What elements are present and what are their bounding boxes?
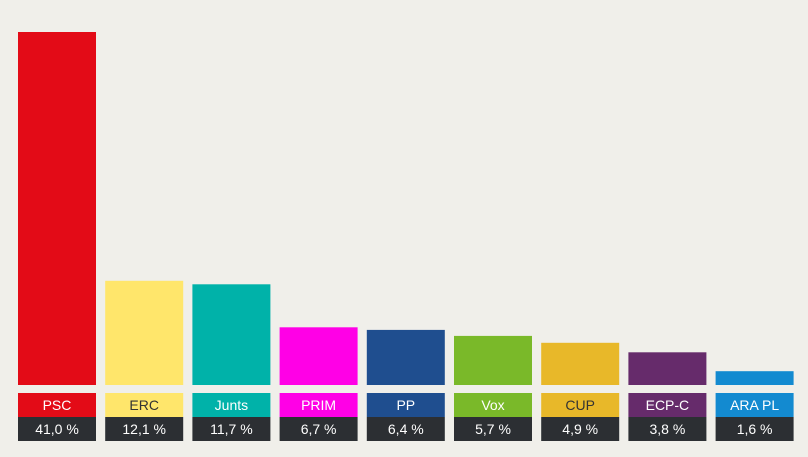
party-label-box-pp — [366, 393, 445, 417]
value-label-prim: 6,7 % — [301, 421, 337, 437]
party-label-box-psc — [18, 393, 96, 417]
value-box-prim — [279, 417, 358, 441]
bar-ecp-c — [628, 352, 707, 385]
bar-ara-pl — [715, 371, 794, 385]
bar-vox — [454, 335, 532, 385]
value-box-pp — [366, 417, 445, 441]
party-label-box-prim — [279, 393, 358, 417]
value-label-erc: 12,1 % — [122, 421, 166, 437]
bar-cup — [541, 342, 620, 385]
party-label-ecp-c: ECP-C — [646, 397, 690, 413]
value-box-erc — [105, 417, 184, 441]
value-label-psc: 41,0 % — [35, 421, 79, 437]
party-label-box-vox — [454, 393, 532, 417]
value-box-junts — [192, 417, 271, 441]
value-label-pp: 6,4 % — [388, 421, 424, 437]
bar-erc — [105, 280, 184, 385]
party-label-junts: Junts — [215, 397, 248, 413]
value-labels-group: 41,0 % 12,1 % 11,7 % 6,7 % 6,4 % 5,7 % 4,9 % 3,… — [18, 417, 794, 441]
bar-pp — [366, 329, 445, 385]
value-box-cup — [541, 417, 620, 441]
bar-junts — [192, 284, 271, 385]
value-box-vox — [454, 417, 532, 441]
party-label-box-cup — [541, 393, 620, 417]
value-box-psc — [18, 417, 96, 441]
value-label-ecp-c: 3,8 % — [649, 421, 685, 437]
party-label-box-ara-pl — [715, 393, 794, 417]
value-box-ara-pl — [715, 417, 794, 441]
party-labels-group: PSC ERC Junts PRIM PP Vox CUP ECP-C ARA PL — [18, 393, 794, 417]
party-label-ara-pl: ARA PL — [730, 397, 779, 413]
value-label-cup: 4,9 % — [562, 421, 598, 437]
party-label-erc: ERC — [129, 397, 159, 413]
bars-group — [18, 32, 794, 385]
bar-prim — [279, 327, 358, 385]
value-label-ara-pl: 1,6 % — [737, 421, 773, 437]
party-label-pp: PP — [396, 397, 415, 413]
value-label-vox: 5,7 % — [475, 421, 511, 437]
party-label-vox: Vox — [481, 397, 504, 413]
value-label-junts: 11,7 % — [210, 421, 253, 437]
value-box-ecp-c — [628, 417, 707, 441]
bar-psc — [18, 32, 96, 385]
party-label-cup: CUP — [565, 397, 595, 413]
party-label-box-erc — [105, 393, 184, 417]
party-label-prim: PRIM — [301, 397, 336, 413]
party-label-box-ecp-c — [628, 393, 707, 417]
party-label-box-junts — [192, 393, 271, 417]
party-label-psc: PSC — [43, 397, 72, 413]
